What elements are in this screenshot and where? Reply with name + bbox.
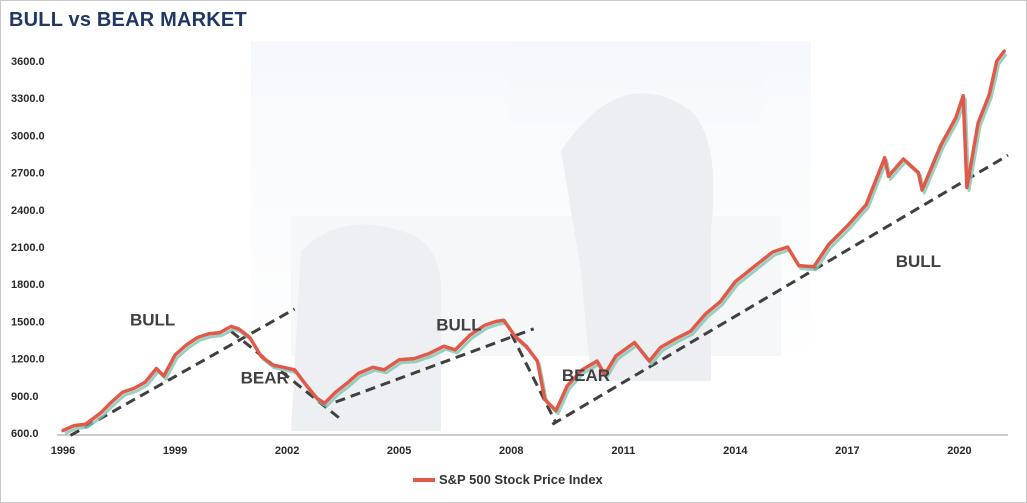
y-axis: 600.0 900.0 1200.0 1500.0 1800.0 2100.0 2400.0… — [11, 56, 45, 440]
x-tick-label: 2011 — [611, 445, 635, 457]
y-tick-label: 600.0 — [11, 428, 39, 440]
x-tick-label: 1999 — [163, 445, 187, 457]
annotation-label: BULL — [130, 311, 175, 330]
trendline — [551, 153, 1009, 426]
x-tick-label: 2014 — [723, 445, 748, 457]
y-tick-label: 1200.0 — [11, 354, 45, 366]
annotation-label: BEAR — [562, 366, 610, 385]
annotation-label: BEAR — [241, 368, 289, 387]
y-tick-label: 2100.0 — [11, 242, 45, 254]
legend-swatch — [413, 477, 435, 482]
background-art — [251, 41, 811, 431]
y-tick-label: 1500.0 — [11, 316, 45, 328]
y-tick-label: 2400.0 — [11, 205, 45, 217]
y-tick-label: 1800.0 — [11, 279, 45, 291]
y-tick-label: 3000.0 — [11, 130, 45, 142]
annotation-label: BULL — [436, 316, 481, 335]
x-tick-label: 2002 — [275, 445, 299, 457]
series-line-sp500 — [61, 49, 1007, 433]
x-tick-label: 2008 — [499, 445, 523, 457]
y-tick-label: 3300.0 — [11, 93, 45, 105]
annotations: BULL BEAR BULL BEAR BULL — [130, 252, 941, 388]
series-layer — [61, 49, 1008, 435]
trendline — [335, 327, 535, 404]
x-tick-label: 2005 — [387, 445, 411, 457]
y-tick-label: 2700.0 — [11, 168, 45, 180]
x-tick-label: 2017 — [835, 445, 859, 457]
x-tick-label: 1996 — [51, 445, 75, 457]
trendline — [69, 307, 296, 437]
chart-title: BULL vs BEAR MARKET — [9, 9, 247, 31]
legend-label: S&P 500 Stock Price Index — [439, 472, 603, 487]
y-tick-label: 900.0 — [11, 391, 39, 403]
legend: S&P 500 Stock Price Index — [413, 472, 603, 487]
y-tick-label: 3600.0 — [11, 56, 45, 68]
x-tick-label: 2020 — [947, 445, 971, 457]
annotation-label: BULL — [896, 252, 941, 271]
x-axis: 1996 1999 2002 2005 2008 2011 2014 2017 2020 — [51, 434, 1008, 457]
trendline — [509, 333, 558, 424]
